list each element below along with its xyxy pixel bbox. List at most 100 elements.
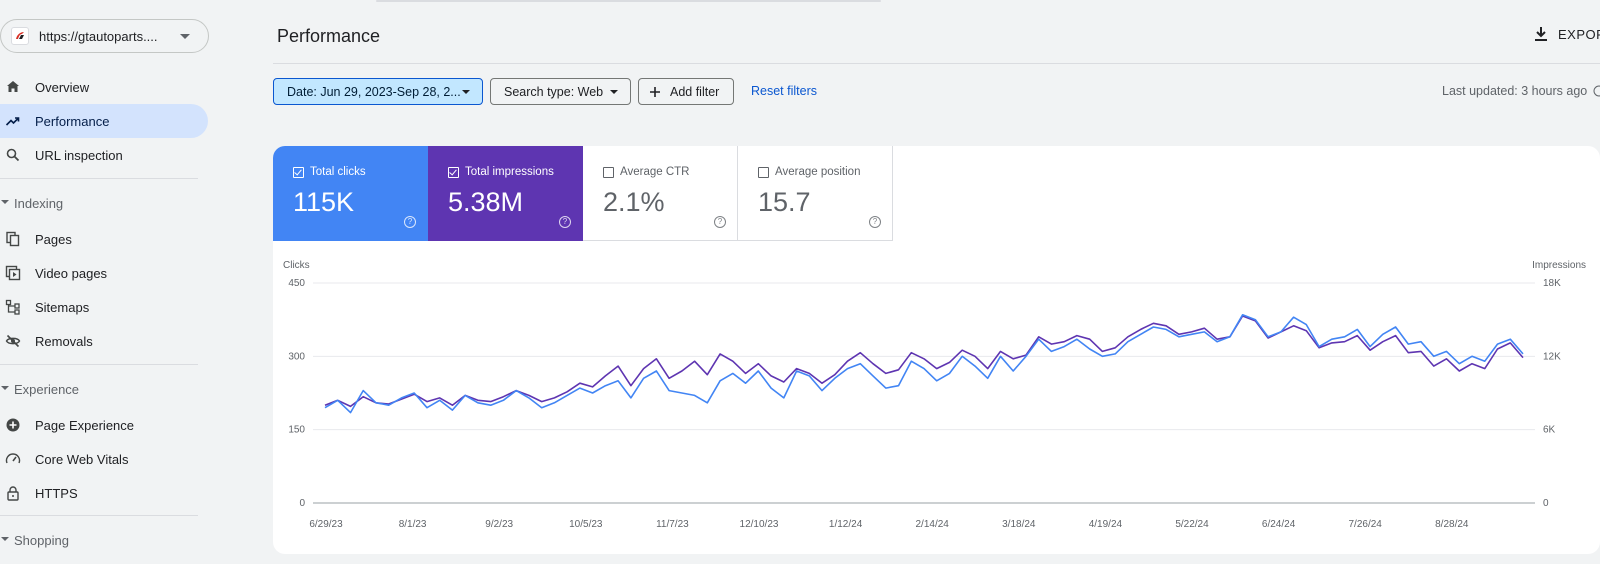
y-tick-left: 300 [288, 351, 305, 362]
sitemap-icon [5, 299, 20, 315]
chevron-down-icon [180, 34, 190, 39]
metric-label: Average CTR [620, 166, 690, 178]
checkbox-checked-icon[interactable] [448, 166, 459, 178]
sidebar: https://gtautoparts.... Overview Perform… [0, 0, 230, 564]
sidebar-item-core-web-vitals[interactable]: Core Web Vitals [0, 442, 208, 476]
metric-total-impressions[interactable]: Total impressions 5.38M ? [428, 146, 583, 241]
x-tick-label: 3/18/24 [1002, 519, 1036, 530]
sidebar-item-label: Overview [35, 80, 90, 95]
sidebar-item-label: Core Web Vitals [35, 452, 129, 467]
sidebar-divider [0, 364, 198, 365]
metric-label-row: Total clicks [293, 166, 366, 178]
sidebar-item-page-experience[interactable]: Page Experience [0, 408, 208, 442]
metric-label-row: Average position [758, 166, 860, 178]
metric-average-position[interactable]: Average position 15.7 ? [738, 146, 893, 241]
series-line-impressions [324, 315, 1524, 408]
y-tick-left: 150 [288, 425, 305, 436]
performance-card: Total clicks 115K ? Total impressions 5.… [273, 146, 1600, 554]
checkbox-checked-icon[interactable] [293, 166, 304, 178]
property-selector[interactable]: https://gtautoparts.... [0, 19, 209, 53]
search-type-chip[interactable]: Search type: Web [490, 78, 631, 105]
section-label: Shopping [14, 533, 69, 548]
x-tick-label: 10/5/23 [569, 519, 603, 530]
help-icon[interactable]: ? [714, 216, 726, 228]
property-url: https://gtautoparts.... [39, 28, 158, 44]
sidebar-item-label: HTTPS [35, 486, 78, 501]
sidebar-divider [0, 178, 198, 179]
metric-label-row: Average CTR [603, 166, 689, 178]
chevron-down-icon [1, 386, 9, 390]
top-scroll-hint [376, 0, 881, 2]
metric-value: 2.1% [603, 187, 665, 217]
help-icon[interactable]: ? [869, 216, 881, 228]
sidebar-item-performance[interactable]: Performance [0, 104, 208, 138]
sidebar-item-label: Removals [35, 334, 93, 349]
metric-label: Total impressions [465, 166, 554, 178]
sidebar-item-label: Performance [35, 114, 110, 129]
sidebar-item-https[interactable]: HTTPS [0, 476, 208, 510]
search-icon [6, 148, 20, 162]
add-filter-button[interactable]: Add filter [638, 78, 734, 105]
x-tick-label: 7/26/24 [1349, 519, 1383, 530]
metric-value: 15.7 [758, 187, 811, 217]
series-line-clicks [324, 314, 1524, 414]
sidebar-item-pages[interactable]: Pages [0, 222, 208, 256]
property-logo-icon [11, 27, 29, 45]
lock-icon [7, 486, 19, 501]
checkbox-unchecked-icon[interactable] [603, 166, 614, 178]
info-icon[interactable] [1593, 85, 1600, 97]
x-tick-label: 4/19/24 [1089, 519, 1123, 530]
sidebar-item-label: Video pages [35, 266, 108, 281]
sidebar-item-label: URL inspection [35, 148, 123, 163]
page-title: Performance [277, 26, 381, 46]
section-indexing[interactable]: Indexing [0, 188, 198, 218]
reset-filters-link[interactable]: Reset filters [751, 84, 817, 98]
sidebar-item-label: Pages [35, 232, 72, 247]
sidebar-item-sitemaps[interactable]: Sitemaps [0, 290, 208, 324]
metric-value: 5.38M [448, 187, 524, 217]
metric-average-ctr[interactable]: Average CTR 2.1% ? [583, 146, 738, 241]
last-updated-label: Last updated: 3 hours ago [1442, 84, 1588, 98]
dropdown-arrow-icon [462, 90, 470, 94]
section-label: Indexing [14, 196, 64, 211]
section-experience[interactable]: Experience [0, 374, 198, 404]
speed-icon [5, 453, 21, 464]
y-tick-right: 12K [1543, 351, 1561, 362]
chevron-down-icon [1, 200, 9, 204]
x-tick-label: 9/2/23 [485, 519, 513, 530]
section-shopping[interactable]: Shopping [0, 525, 198, 555]
left-axis-label: Clicks [283, 260, 310, 271]
visibility-off-icon [5, 334, 21, 348]
dropdown-arrow-icon [610, 90, 618, 94]
metric-total-clicks[interactable]: Total clicks 115K ? [273, 146, 428, 241]
performance-chart: Clicks Impressions 0 0 150 6K 300 12K 450 18K 6… [283, 260, 1586, 530]
x-tick-label: 8/1/23 [399, 519, 427, 530]
add-filter-label: Add filter [670, 84, 720, 99]
x-tick-label: 8/28/24 [1435, 519, 1469, 530]
date-filter-label: Date: Jun 29, 2023-Sep 28, 2... [287, 84, 461, 99]
sidebar-item-video-pages[interactable]: Video pages [0, 256, 208, 290]
sidebar-item-url-inspection[interactable]: URL inspection [0, 138, 208, 172]
x-tick-label: 2/14/24 [916, 519, 950, 530]
sidebar-item-overview[interactable]: Overview [0, 70, 208, 104]
x-tick-label: 6/29/23 [309, 519, 343, 530]
export-label: EXPORT [1558, 26, 1600, 42]
sidebar-item-removals[interactable]: Removals [0, 324, 208, 358]
download-icon [1535, 27, 1547, 41]
plus-icon [650, 86, 660, 97]
help-icon[interactable]: ? [559, 216, 571, 228]
help-icon[interactable]: ? [404, 216, 416, 228]
export-button[interactable]: EXPORT [1534, 26, 1600, 42]
x-tick-label: 12/10/23 [740, 519, 779, 530]
metric-label: Average position [775, 166, 861, 178]
search-type-label: Search type: Web [504, 84, 604, 99]
y-tick-left: 0 [299, 498, 305, 509]
sidebar-item-label: Page Experience [35, 418, 135, 433]
metric-label-row: Total impressions [448, 166, 554, 178]
date-filter-chip[interactable]: Date: Jun 29, 2023-Sep 28, 2... [273, 78, 483, 105]
y-tick-right: 6K [1543, 425, 1556, 436]
right-axis-label: Impressions [1532, 260, 1586, 271]
checkbox-unchecked-icon[interactable] [758, 166, 769, 178]
y-tick-left: 450 [288, 278, 305, 289]
sidebar-item-label: Sitemaps [35, 300, 90, 315]
